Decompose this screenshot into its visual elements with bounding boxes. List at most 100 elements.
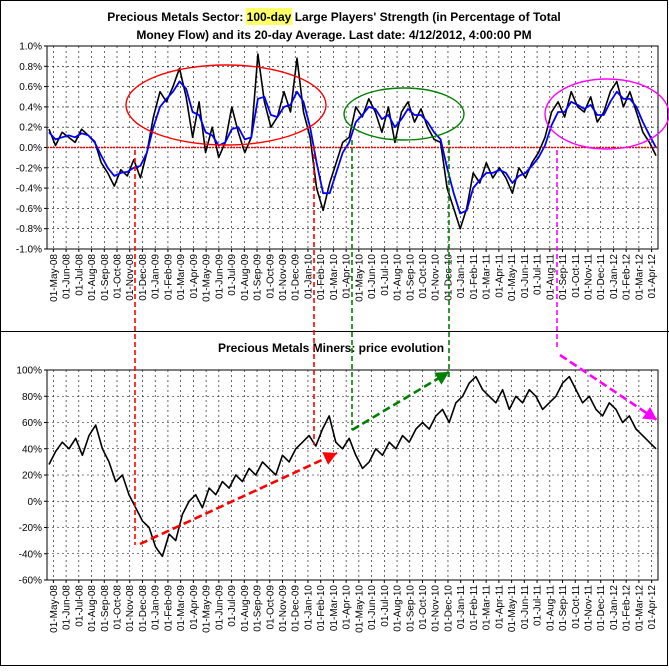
bottom-y-tick-label: -40% xyxy=(19,549,42,560)
top-x-tick-label: 01-Aug-08 xyxy=(87,254,98,301)
bottom-x-tick-label: 01-Nov-08 xyxy=(125,585,136,632)
top-x-tick-label: 01-Jun-08 xyxy=(62,254,73,299)
bottom-x-tick-label: 01-Jan-12 xyxy=(609,585,620,630)
top-y-tick-label: 0.0% xyxy=(19,143,42,154)
top-x-tick-label: 01-Jun-09 xyxy=(214,254,225,299)
top-y-tick-label: -0.6% xyxy=(16,204,42,215)
bottom-x-tick-label: 01-Jun-11 xyxy=(520,585,531,630)
top-y-tick-label: -0.8% xyxy=(16,224,42,235)
top-x-tick-label: 01-Mar-09 xyxy=(176,254,187,301)
top-x-tick-label: 01-Jul-10 xyxy=(380,254,391,296)
bottom-x-tick-label: 01-Jul-09 xyxy=(227,585,238,627)
bottom-x-tick-label: 01-Mar-10 xyxy=(329,585,340,632)
bottom-x-tick-label: 01-May-10 xyxy=(354,585,365,633)
top-x-tick-label: 01-Dec-08 xyxy=(138,254,149,301)
top-x-tick-label: 01-Feb-10 xyxy=(316,254,327,301)
bottom-x-tick-label: 01-Mar-11 xyxy=(482,585,493,631)
bottom-x-tick-label: 01-Oct-08 xyxy=(113,585,124,630)
bottom-x-tick-label: 01-Sep-10 xyxy=(405,585,416,632)
top-x-tick-label: 01-Mar-10 xyxy=(329,254,340,301)
bottom-x-tick-label: 01-Oct-10 xyxy=(418,585,429,630)
top-x-tick-label: 01-Jul-08 xyxy=(74,254,85,296)
top-x-tick-label: 01-Dec-11 xyxy=(596,254,607,300)
magenta-ellipse xyxy=(544,78,669,150)
bottom-x-tick-label: 01-Feb-10 xyxy=(316,585,327,632)
bottom-y-tick-label: -20% xyxy=(19,523,42,534)
top-x-tick-label: 01-Aug-09 xyxy=(240,254,251,301)
bottom-series-0-line xyxy=(48,375,657,558)
top-y-tick-label: -1.0% xyxy=(16,245,42,256)
bottom-x-tick-label: 01-Jul-08 xyxy=(74,585,85,627)
annotations xyxy=(125,64,669,546)
bottom-x-tick-label: 01-Apr-11 xyxy=(494,585,505,629)
top-y-tick-label: -0.2% xyxy=(16,163,42,174)
bottom-x-tick-label: 01-Dec-09 xyxy=(291,585,302,632)
bottom-x-tick-label: 01-Jun-08 xyxy=(62,585,73,630)
top-x-tick-label: 01-Nov-09 xyxy=(278,254,289,301)
top-x-tick-label: 01-Mar-12 xyxy=(634,254,645,301)
top-x-tick-label: 01-Jul-09 xyxy=(227,254,238,296)
top-x-tick-label: 01-Feb-09 xyxy=(163,254,174,301)
bottom-y-tick-label: 0% xyxy=(28,497,43,508)
bottom-x-tick-label: 01-Sep-08 xyxy=(100,585,111,632)
bottom-x-tick-label: 01-Mar-09 xyxy=(176,585,187,632)
bottom-y-tick-label: 40% xyxy=(22,444,42,455)
bottom-x-tick-label: 01-Dec-10 xyxy=(443,585,454,632)
magenta-arrow-head xyxy=(642,406,657,420)
bottom-x-tick-label: 01-Aug-11 xyxy=(545,585,556,631)
top-x-tick-label: 01-Aug-11 xyxy=(545,254,556,300)
green-arrow-shaft xyxy=(351,370,450,432)
red-ellipse xyxy=(125,64,327,146)
top-x-tick-label: 01-Apr-10 xyxy=(342,254,353,299)
top-x-tick-label: 01-Jun-11 xyxy=(520,254,531,299)
top-x-tick-label: 01-Sep-09 xyxy=(253,254,264,301)
top-x-tick-label: 01-Oct-11 xyxy=(571,254,582,298)
top-y-tick-label: 1.0% xyxy=(19,42,42,53)
bottom-x-tick-label: 01-Mar-12 xyxy=(634,585,645,632)
green-ellipse xyxy=(343,87,465,141)
bottom-x-tick-label: 01-May-11 xyxy=(507,585,518,632)
bottom-y-tick-label: 60% xyxy=(22,418,42,429)
top-x-tick-label: 01-Oct-09 xyxy=(265,254,276,299)
top-y-tick-label: 0.6% xyxy=(19,82,42,93)
top-y-tick-label: 0.2% xyxy=(19,123,42,134)
top-y-tick-label: 0.8% xyxy=(19,62,42,73)
bottom-x-tick-label: 01-Nov-10 xyxy=(431,585,442,632)
top-x-tick-label: 01-Nov-08 xyxy=(125,254,136,301)
bottom-x-tick-label: 01-Jul-11 xyxy=(533,585,544,626)
title-highlight xyxy=(245,8,293,25)
top-x-tick-label: 01-Jan-11 xyxy=(456,254,467,299)
top-x-tick-label: 01-Nov-11 xyxy=(583,254,594,300)
bottom-x-tick-label: 01-May-08 xyxy=(49,585,60,633)
bottom-x-tick-label: 01-Aug-09 xyxy=(240,585,251,632)
bottom-y-tick-label: -60% xyxy=(19,576,42,587)
top-chart-title: Precious Metals Sector: 100-day Large Pl… xyxy=(107,10,560,24)
bottom-x-tick-label: 01-Sep-09 xyxy=(253,585,264,632)
bottom-x-tick-label: 01-Feb-11 xyxy=(469,585,480,631)
top-x-tick-label: 01-Apr-12 xyxy=(647,254,658,299)
top-x-tick-label: 01-Sep-10 xyxy=(405,254,416,301)
bottom-x-tick-label: 01-Dec-11 xyxy=(596,585,607,631)
top-x-tick-label: 01-Feb-11 xyxy=(469,254,480,300)
bottom-x-tick-label: 01-Jan-10 xyxy=(303,585,314,630)
top-chart-title-line2: Money Flow) and its 20-day Average. Last… xyxy=(136,28,531,42)
red-arrow-head xyxy=(322,452,337,465)
bottom-chart: 100%80%60%40%20%0%-20%-40%-60%01-May-08 0… xyxy=(16,366,659,633)
top-x-tick-label: 01-May-10 xyxy=(354,254,365,302)
top-x-tick-label: 01-Nov-10 xyxy=(431,254,442,301)
bottom-x-tick-label: 01-Dec-08 xyxy=(138,585,149,632)
bottom-y-tick-label: 100% xyxy=(16,366,42,377)
magenta-arrow-shaft xyxy=(559,353,658,422)
top-x-tick-label: 01-May-08 xyxy=(49,254,60,302)
bottom-x-tick-label: 01-Jan-11 xyxy=(456,585,467,630)
top-x-tick-label: 01-Jan-12 xyxy=(609,254,620,299)
top-x-tick-label: 01-Dec-09 xyxy=(291,254,302,301)
bottom-x-tick-label: 01-Nov-11 xyxy=(583,585,594,631)
bottom-x-tick-label: 01-Nov-09 xyxy=(278,585,289,632)
bottom-chart-title: Precious Metals Miners: price evolution xyxy=(218,341,444,355)
top-x-tick-label: 01-Jul-11 xyxy=(533,254,544,295)
title-highlight-text: 100-day xyxy=(247,10,292,24)
bottom-x-tick-label: 01-Jan-09 xyxy=(151,585,162,630)
